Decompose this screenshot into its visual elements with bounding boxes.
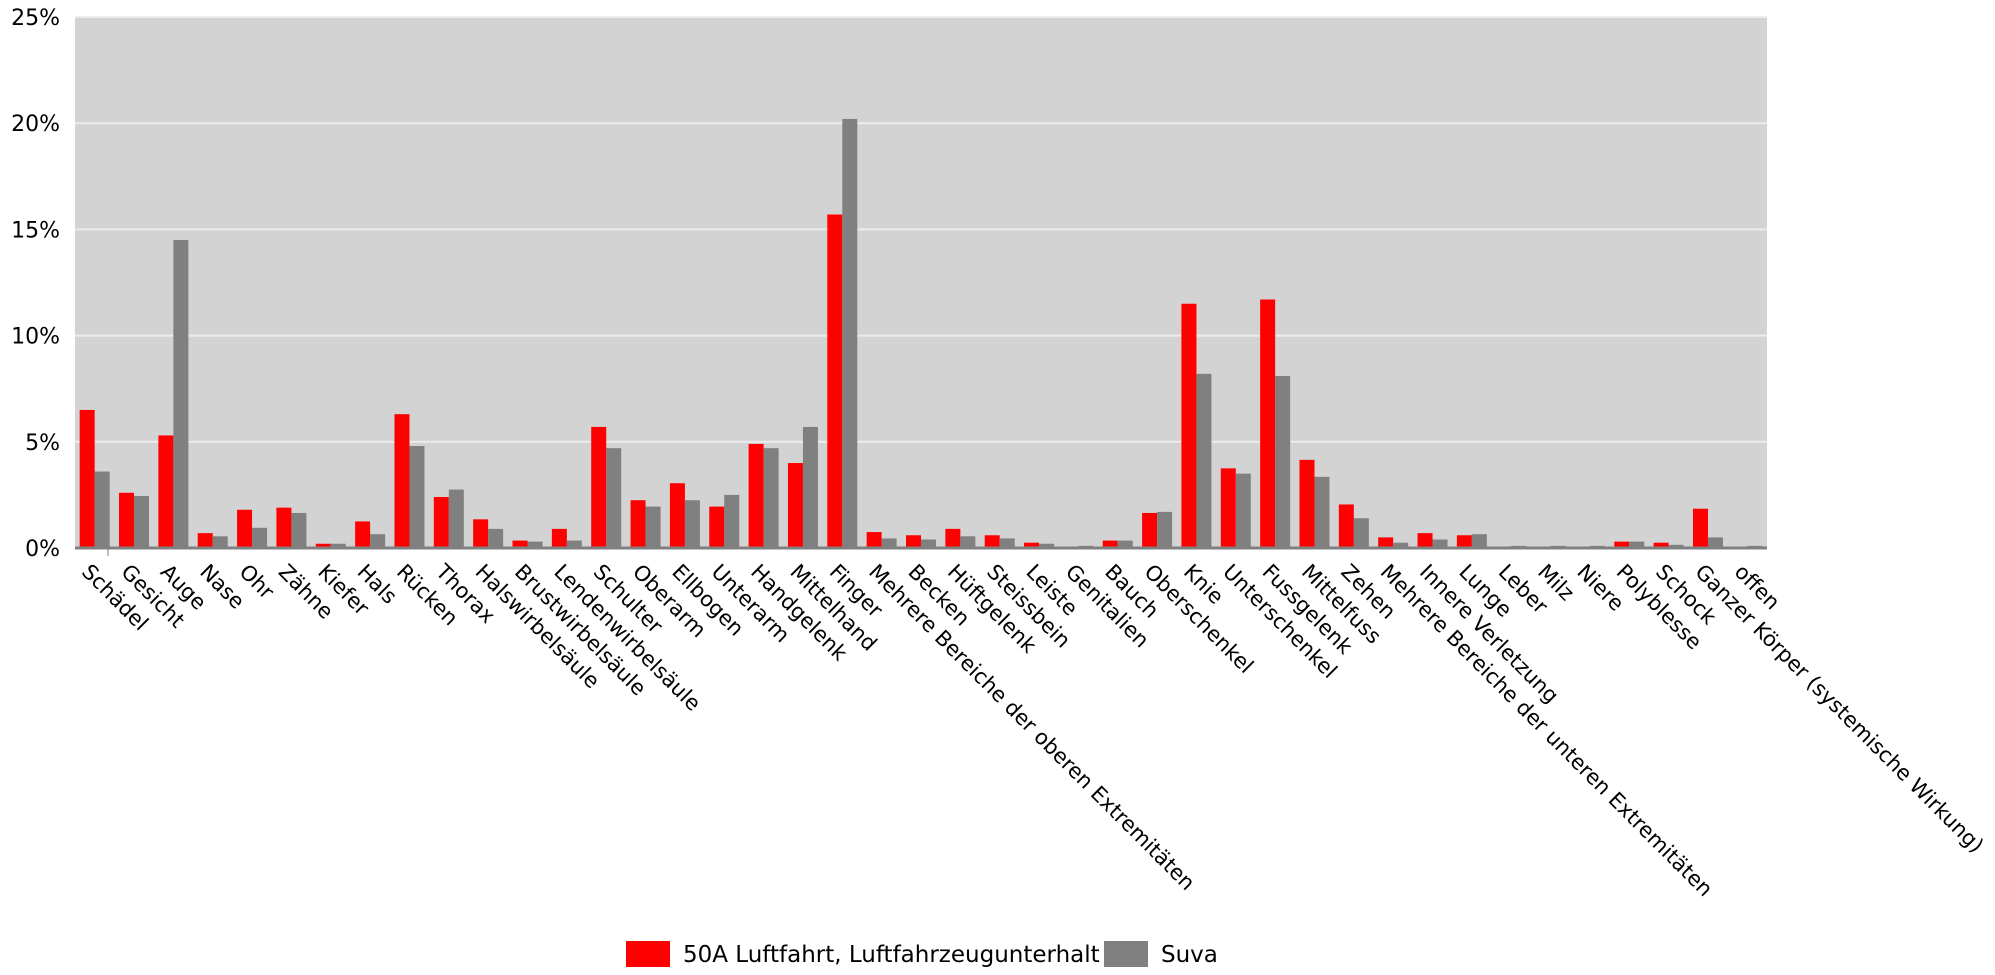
bar-50a (669, 483, 685, 548)
bar-50a (1181, 303, 1197, 548)
bar-suva (1471, 534, 1487, 548)
bar-50a (473, 519, 489, 548)
x-tick-label: Ganzer Körper (systemische Wirkung) (1690, 560, 1988, 858)
y-tick-label: 0% (25, 537, 60, 562)
bar-50a (315, 543, 331, 548)
bar-suva (488, 528, 504, 548)
bar-50a (237, 509, 253, 548)
bar-50a (1378, 537, 1394, 548)
plot-background (75, 17, 1767, 548)
bar-suva (1432, 539, 1448, 548)
bar-suva (1235, 473, 1251, 548)
bar-suva (212, 536, 228, 548)
bar-50a (1299, 459, 1315, 548)
bar-50a (79, 409, 95, 548)
bar-suva (1117, 540, 1133, 548)
y-tick-label: 20% (11, 112, 60, 137)
bar-50a (1220, 468, 1236, 548)
bar-50a (197, 533, 213, 548)
bar-suva (606, 448, 622, 548)
bar-50a (984, 535, 1000, 548)
bar-suva (370, 534, 386, 548)
bar-50a (866, 532, 882, 548)
bar-50a (394, 414, 410, 548)
bar-suva (448, 489, 464, 548)
y-tick-label: 15% (11, 218, 60, 243)
bar-suva (1196, 373, 1212, 548)
bar-suva (999, 538, 1015, 548)
bar-50a (512, 540, 528, 548)
bar-50a (433, 497, 449, 548)
y-tick-label: 25% (11, 6, 60, 31)
bar-50a (827, 214, 843, 548)
bar-suva (684, 500, 700, 548)
legend-label-50a: 50A Luftfahrt, Luftfahrzeugunterhalt (683, 942, 1100, 968)
legend-swatch-suva (1104, 941, 1148, 967)
bar-suva (94, 471, 110, 548)
bar-50a (787, 463, 803, 548)
bar-suva (1393, 542, 1409, 548)
bar-50a (355, 521, 371, 548)
bar-suva (1629, 541, 1645, 548)
bar-50a (1653, 542, 1669, 548)
bar-suva (842, 118, 858, 548)
bar-suva (527, 541, 543, 548)
x-tick-label: Nase (195, 560, 249, 614)
legend: 50A Luftfahrt, Luftfahrzeugunterhalt Suv… (626, 941, 1218, 968)
bar-50a (1260, 299, 1276, 548)
bar-suva (881, 538, 897, 548)
bars (79, 118, 1763, 548)
x-axis-labels: SchädelGesichtAugeNaseOhrZähneKieferHals… (77, 559, 1988, 901)
bar-suva (763, 448, 779, 548)
y-axis-ticks: 0% 5% 10% 15% 20% 25% (11, 6, 60, 562)
bar-suva (1353, 518, 1369, 548)
bar-50a (748, 443, 764, 548)
bar-suva (291, 512, 307, 548)
bar-suva (134, 495, 150, 548)
bar-50a (591, 426, 607, 548)
y-tick-label: 5% (25, 431, 60, 456)
bar-50a (906, 535, 921, 548)
bar-50a (945, 528, 961, 548)
legend-label-suva: Suva (1161, 942, 1218, 968)
bar-suva (252, 527, 268, 548)
bar-suva (921, 539, 936, 548)
bar-suva (1275, 375, 1291, 548)
bar-50a (1417, 533, 1433, 548)
bar-50a (1456, 535, 1472, 548)
bar-50a (1142, 512, 1158, 548)
bar-suva (1039, 543, 1055, 548)
bar-50a (1692, 508, 1708, 548)
y-tick-label: 10% (11, 325, 60, 350)
bar-suva (330, 543, 346, 548)
bar-suva (409, 446, 425, 548)
gridlines (75, 16, 1767, 443)
bar-50a (276, 507, 292, 548)
bar-50a (119, 492, 135, 548)
bar-50a (158, 435, 174, 548)
bar-50a (709, 506, 725, 548)
legend-swatch-50a (626, 941, 670, 967)
bar-suva (960, 536, 976, 548)
bar-suva (645, 506, 661, 548)
bar-suva (802, 426, 818, 548)
bar-suva (566, 540, 582, 548)
bar-50a (551, 528, 567, 548)
bar-suva (1314, 476, 1330, 548)
bar-50a (1024, 542, 1040, 548)
bar-suva (1668, 544, 1684, 548)
bar-suva (1707, 537, 1723, 548)
bar-suva (724, 494, 740, 548)
bar-50a (1338, 504, 1354, 548)
bar-50a (630, 500, 646, 548)
bar-suva (173, 240, 189, 548)
bar-suva (1157, 511, 1173, 548)
bar-50a (1102, 540, 1118, 548)
bar-50a (1614, 541, 1630, 548)
